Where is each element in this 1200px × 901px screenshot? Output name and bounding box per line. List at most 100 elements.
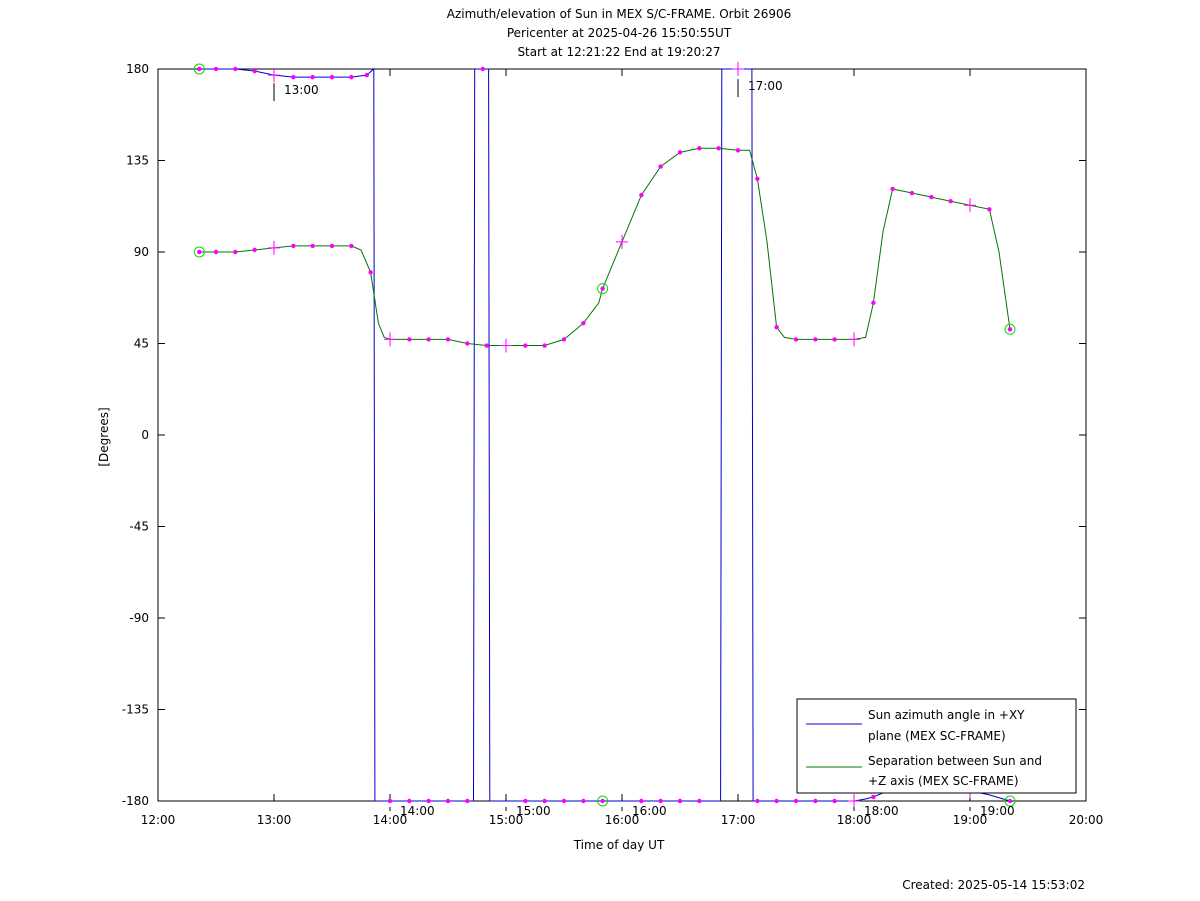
x-tick-label: 14:00 [373, 813, 408, 827]
data-point-dot [832, 798, 837, 804]
x-tick-label: 16:00 [605, 813, 640, 827]
data-point-dot [735, 148, 741, 153]
data-point-dot [697, 798, 702, 804]
y-tick-label: -90 [129, 611, 149, 625]
data-point-dot [329, 243, 335, 249]
series-lines [199, 67, 1011, 802]
x-tick-label: 18:00 [837, 813, 872, 827]
data-point-dot [658, 164, 663, 169]
hour-plus-marker [500, 338, 512, 353]
endpoint-circle-marker [193, 246, 205, 258]
data-point-dot [813, 798, 818, 804]
x-tick-label: 19:00 [953, 813, 988, 827]
hour-annotation-label: 15:00 [516, 804, 551, 818]
data-point-dot [677, 798, 683, 804]
data-point-dot [755, 798, 760, 804]
y-tick-label: 90 [134, 245, 149, 259]
data-point-dot [929, 194, 934, 200]
data-point-dot [697, 146, 702, 151]
hour-annotation-label: 13:00 [284, 83, 319, 97]
data-point-dot [774, 325, 779, 330]
hour-plus-marker [268, 240, 280, 255]
hour-annotation-label: 16:00 [632, 804, 667, 818]
data-point-dot [890, 186, 895, 192]
hour-annotation-label: 19:00 [980, 804, 1015, 818]
chart-title-line-2: Pericenter at 2025-04-26 15:50:55UT [507, 26, 732, 40]
x-tick-label: 15:00 [489, 813, 524, 827]
data-point-dot [445, 798, 451, 804]
hour-annotation-label: 18:00 [864, 804, 899, 818]
data-point-dot [310, 74, 315, 80]
y-tick-label: 135 [126, 154, 149, 168]
data-point-dot [291, 74, 296, 80]
endpoint-circle-marker [1004, 323, 1016, 335]
data-point-dot [542, 798, 547, 804]
hour-annotation-label: 17:00 [748, 79, 783, 93]
plot-area-frame [157, 68, 1087, 802]
data-point-dot [291, 243, 296, 249]
data-point-dot [480, 66, 485, 72]
data-point-dot [465, 341, 470, 346]
legend-label-azimuth-line-2: plane (MEX SC-FRAME) [868, 729, 1006, 743]
data-point-dot [813, 337, 818, 342]
data-point-dot [581, 798, 586, 804]
endpoint-circle-dot [197, 249, 202, 255]
data-point-dot [213, 249, 219, 255]
legend: Sun azimuth angle in +XY plane (MEX SC-F… [796, 698, 1077, 794]
data-point-dot [639, 192, 644, 198]
hour-plus-marker [268, 68, 280, 83]
data-point-dot [658, 798, 663, 804]
legend-label-separation-line-1: Separation between Sun and [868, 754, 1042, 768]
x-tick-label: 13:00 [257, 813, 292, 827]
endpoint-circle-marker [597, 283, 609, 295]
data-point-dot [832, 337, 837, 342]
y-axis-label: [Degrees] [97, 407, 111, 466]
x-tick-label: 20:00 [1069, 813, 1104, 827]
data-point-dot [484, 343, 489, 348]
data-point-dot [523, 343, 528, 348]
endpoint-circle-dot [600, 798, 605, 804]
hour-plus-marker [384, 332, 396, 347]
hour-plus-marker [616, 234, 628, 249]
data-point-dot [774, 798, 779, 804]
data-point-dot [387, 798, 393, 804]
y-tick-label: -180 [122, 794, 149, 808]
data-markers [193, 62, 1016, 808]
hour-plus-marker [732, 62, 744, 76]
data-point-dot [329, 74, 335, 80]
data-point-dot [364, 72, 369, 78]
data-point-dot [310, 243, 315, 249]
endpoint-circle-dot [1007, 327, 1013, 332]
data-point-dot [561, 798, 567, 804]
hour-plus-marker [848, 794, 860, 808]
data-point-dot [581, 320, 586, 326]
data-point-dot [677, 150, 683, 155]
data-point-dot [349, 74, 354, 80]
endpoint-circle-marker [597, 795, 609, 807]
data-point-dot [793, 798, 799, 804]
data-point-dot [407, 798, 412, 804]
data-point-dot [465, 798, 470, 804]
y-tick-label: 45 [134, 337, 149, 351]
endpoint-circle-marker [193, 63, 205, 75]
data-point-dot [426, 798, 431, 804]
x-tick-label: 17:00 [721, 813, 756, 827]
data-point-dot [426, 337, 431, 342]
hour-annotation-label: 14:00 [400, 804, 435, 818]
data-point-dot [523, 798, 528, 804]
endpoint-circle-dot [197, 66, 202, 72]
data-point-dot [368, 270, 373, 275]
legend-box [796, 698, 1077, 794]
data-point-dot [233, 66, 238, 72]
data-point-dot [793, 337, 799, 342]
data-point-dot [871, 300, 876, 306]
data-point-dot [252, 247, 257, 253]
chart-title-line-3: Start at 12:21:22 End at 19:20:27 [517, 45, 720, 59]
series-line-azimuth [199, 67, 1011, 802]
data-point-dot [252, 68, 257, 74]
y-tick-label: -45 [129, 520, 149, 534]
data-point-dot [909, 190, 915, 196]
x-tick-label: 12:00 [141, 813, 176, 827]
data-point-dot [213, 66, 219, 72]
